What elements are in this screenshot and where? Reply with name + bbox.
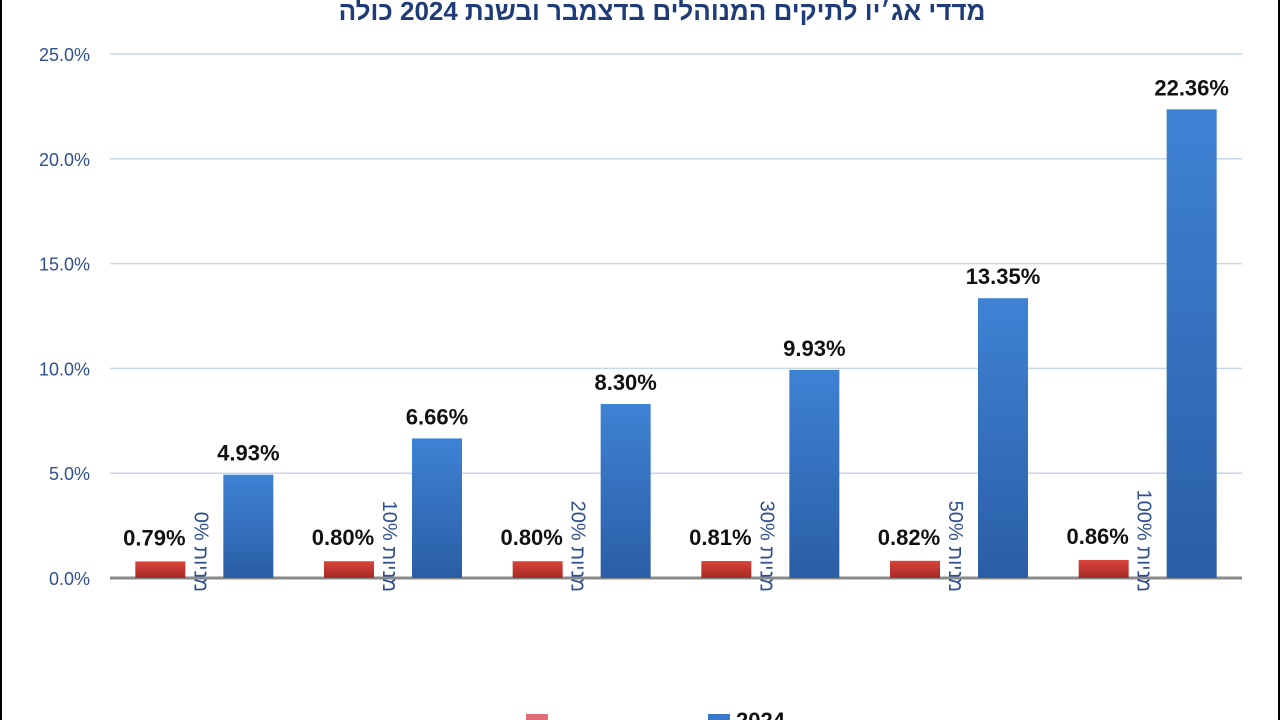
- bar-series-0-cat-4: [890, 560, 940, 578]
- x-tick-label: מניות 100%: [1133, 490, 1155, 592]
- data-label: 22.36%: [1154, 75, 1229, 100]
- y-tick-label: 25.0%: [39, 45, 90, 65]
- bar-series-1-cat-2: [600, 404, 651, 578]
- chart-title: מדדי אג׳יו לתיקים המנוהלים בדצמבר ובשנת …: [339, 0, 986, 26]
- bar-series-0-cat-3: [701, 561, 752, 578]
- data-label: 8.30%: [594, 370, 656, 395]
- x-tick-label: מניות 50%: [944, 501, 966, 592]
- data-label: 0.82%: [878, 525, 940, 550]
- bar-series-1-cat-5: [1166, 109, 1217, 578]
- data-label: 13.35%: [966, 264, 1041, 289]
- data-label: 0.80%: [312, 525, 374, 550]
- x-tick-label: מניות 30%: [755, 501, 777, 592]
- x-tick-label: מניות 10%: [378, 501, 400, 592]
- data-label: 0.81%: [689, 525, 751, 550]
- y-tick-label: 20.0%: [39, 150, 90, 170]
- bar-series-0-cat-2: [512, 561, 563, 578]
- legend-swatch-series-0: [526, 714, 548, 720]
- x-tick-label: מניות 20%: [567, 501, 589, 592]
- legend-label-series-1: 2024: [736, 708, 786, 720]
- data-label: 6.66%: [406, 404, 468, 429]
- bar-series-1-cat-1: [412, 438, 462, 578]
- bar-series-0-cat-0: [135, 561, 186, 578]
- y-tick-label: 0.0%: [49, 569, 90, 589]
- data-label: 9.93%: [783, 336, 845, 361]
- y-tick-label: 10.0%: [39, 359, 90, 379]
- data-label: 0.86%: [1066, 524, 1128, 549]
- bar-series-1-cat-4: [978, 298, 1028, 578]
- y-tick-label: 5.0%: [49, 464, 90, 484]
- bar-series-0-cat-5: [1078, 559, 1129, 578]
- bar-series-1-cat-0: [223, 474, 274, 578]
- y-tick-label: 15.0%: [39, 255, 90, 275]
- bar-series-1-cat-3: [789, 369, 840, 578]
- data-label: 0.79%: [123, 525, 185, 550]
- legend-swatch-series-1: [708, 714, 730, 720]
- data-label: 4.93%: [217, 441, 279, 466]
- bar-series-0-cat-1: [324, 561, 374, 578]
- data-label: 0.80%: [500, 525, 562, 550]
- x-tick-label: מניות 0%: [189, 512, 211, 592]
